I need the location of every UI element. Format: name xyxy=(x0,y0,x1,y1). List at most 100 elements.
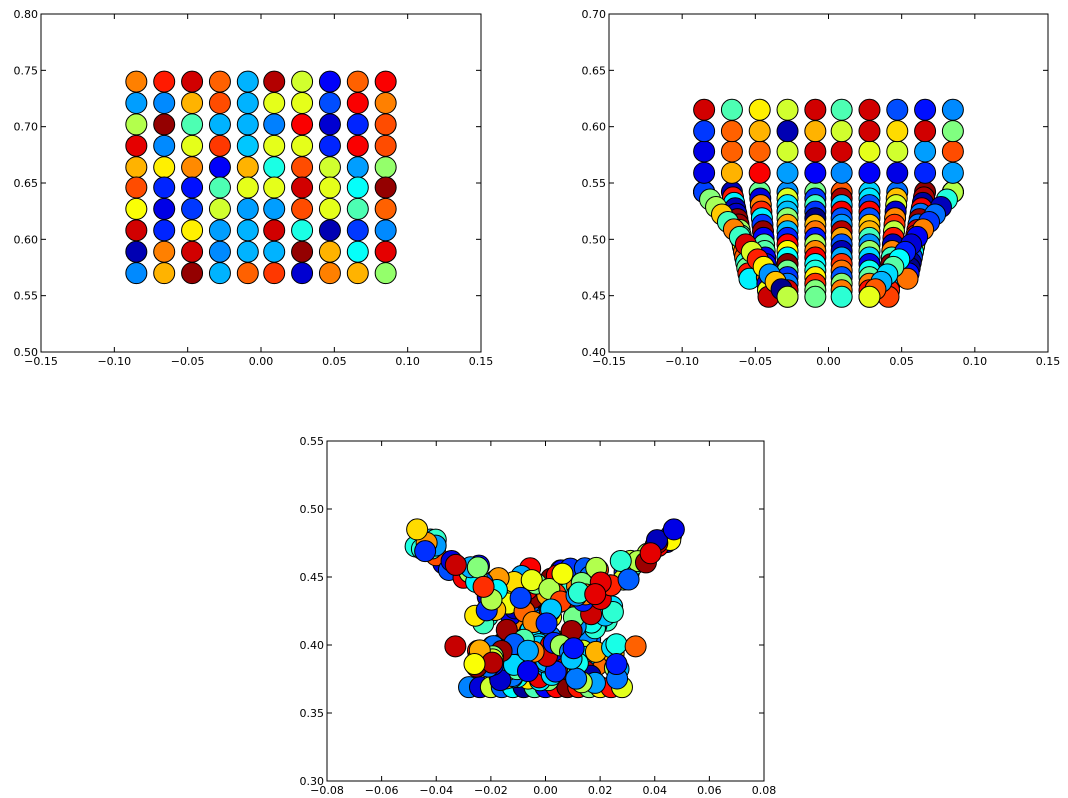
scatter-point xyxy=(125,134,148,157)
scatter-point xyxy=(346,70,369,93)
y-tick-label: 0.35 xyxy=(300,707,325,720)
x-tick-label: 0.15 xyxy=(1036,355,1061,368)
y-tick-label: 0.60 xyxy=(14,233,39,246)
scatter-point xyxy=(291,176,314,199)
y-tick-label: 0.40 xyxy=(300,639,325,652)
scatter-point xyxy=(153,113,176,136)
x-tick-label: −0.02 xyxy=(474,784,508,797)
scatter-point xyxy=(263,156,286,179)
scatter-point xyxy=(125,262,148,285)
x-tick-label: −0.05 xyxy=(171,355,205,368)
scatter-point xyxy=(318,134,341,157)
scatter-point xyxy=(374,92,397,115)
scatter-point xyxy=(605,653,628,676)
scatter-point xyxy=(535,612,558,635)
scatter-point xyxy=(472,575,495,598)
scatter-point xyxy=(291,92,314,115)
scatter-point xyxy=(776,161,799,184)
scatter-point xyxy=(914,98,937,121)
scatter-point xyxy=(125,156,148,179)
scatter-point xyxy=(153,176,176,199)
scatter-chart-top-left: −0.15 −0.10 −0.05 0.00 0.05 0.10 0.15 0.50 0.55 0… xyxy=(14,8,494,368)
scatter-point xyxy=(318,156,341,179)
scatter-point xyxy=(639,542,662,565)
scatter-point xyxy=(886,161,909,184)
scatter-point xyxy=(125,219,148,242)
scatter-point xyxy=(914,140,937,163)
scatter-point xyxy=(208,176,231,199)
scatter-point xyxy=(208,197,231,220)
scatter-point xyxy=(463,653,486,676)
scatter-point xyxy=(886,140,909,163)
x-tick-label: 0.00 xyxy=(816,355,841,368)
scatter-chart-bottom: −0.08 −0.06 −0.04 −0.02 0.00 0.02 0.04 0.06 0.08… xyxy=(300,435,777,797)
scatter-point xyxy=(181,197,204,220)
scatter-point xyxy=(858,98,881,121)
scatter-point xyxy=(208,156,231,179)
y-tick-label: 0.55 xyxy=(14,290,39,303)
y-tick-label: 0.50 xyxy=(300,503,325,516)
scatter-point xyxy=(346,134,369,157)
scatter-point xyxy=(125,70,148,93)
scatter-point xyxy=(153,156,176,179)
scatter-point xyxy=(318,113,341,136)
x-tick-label: 0.05 xyxy=(322,355,347,368)
scatter-point xyxy=(830,140,853,163)
scatter-point xyxy=(346,240,369,263)
scatter-point xyxy=(208,219,231,242)
y-tick-label: 0.40 xyxy=(582,346,607,359)
scatter-point xyxy=(584,583,607,606)
scatter-point xyxy=(551,562,574,585)
scatter-point xyxy=(776,120,799,143)
x-tick-label: −0.04 xyxy=(419,784,453,797)
scatter-point xyxy=(346,197,369,220)
scatter-point xyxy=(374,176,397,199)
scatter-point xyxy=(914,161,937,184)
scatter-point xyxy=(153,197,176,220)
scatter-point xyxy=(125,92,148,115)
scatter-point xyxy=(605,633,628,656)
scatter-point xyxy=(720,98,743,121)
scatter-point xyxy=(776,140,799,163)
scatter-point xyxy=(466,556,489,579)
scatter-point xyxy=(804,98,827,121)
scatter-point xyxy=(748,120,771,143)
scatter-point xyxy=(181,113,204,136)
y-tick-label: 0.50 xyxy=(14,346,39,359)
scatter-point xyxy=(291,134,314,157)
scatter-point xyxy=(509,586,532,609)
y-tick-label: 0.70 xyxy=(14,121,39,134)
scatter-point xyxy=(125,240,148,263)
scatter-point xyxy=(374,113,397,136)
scatter-point xyxy=(886,120,909,143)
scatter-point xyxy=(830,161,853,184)
scatter-point xyxy=(291,197,314,220)
x-tick-label: 0.00 xyxy=(249,355,274,368)
y-tick-label: 0.75 xyxy=(14,64,39,77)
scatter-point xyxy=(858,140,881,163)
scatter-point xyxy=(444,553,467,576)
scatter-point xyxy=(748,140,771,163)
scatter-point xyxy=(886,98,909,121)
scatter-point xyxy=(624,635,647,658)
scatter-point xyxy=(520,569,543,592)
scatter-point xyxy=(804,161,827,184)
scatter-point xyxy=(236,92,259,115)
x-tick-label: 0.05 xyxy=(889,355,914,368)
scatter-point xyxy=(208,92,231,115)
y-tick-label: 0.50 xyxy=(582,233,607,246)
y-tick-label: 0.65 xyxy=(14,177,39,190)
scatter-point xyxy=(153,262,176,285)
scatter-point xyxy=(346,92,369,115)
scatter-point xyxy=(609,549,632,572)
scatter-point xyxy=(181,219,204,242)
scatter-point xyxy=(318,219,341,242)
scatter-point xyxy=(374,197,397,220)
scatter-point xyxy=(263,262,286,285)
scatter-point xyxy=(125,176,148,199)
scatter-point xyxy=(748,98,771,121)
scatter-point xyxy=(804,285,827,308)
scatter-point xyxy=(414,540,437,563)
scatter-point xyxy=(181,176,204,199)
